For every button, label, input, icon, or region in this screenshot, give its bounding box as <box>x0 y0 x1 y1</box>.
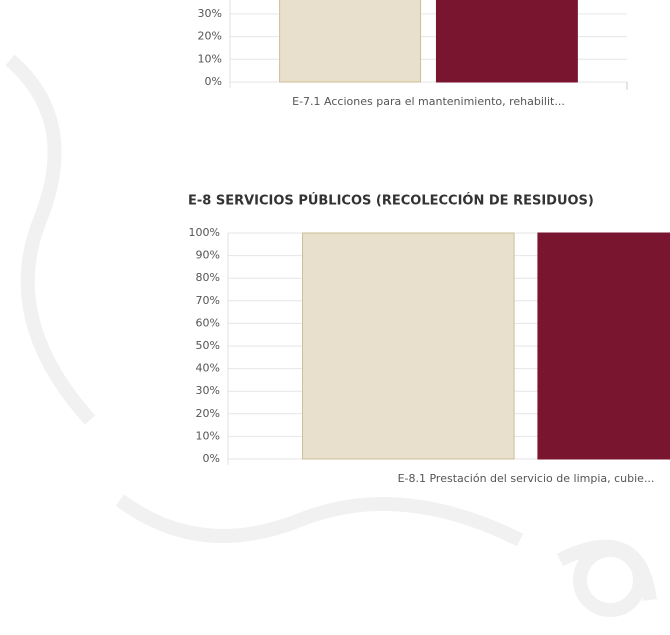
y-tick-label: 80% <box>196 271 220 284</box>
bar <box>303 233 515 459</box>
y-tick-label: 70% <box>196 294 220 307</box>
y-tick-label: 60% <box>196 316 220 329</box>
y-tick-label: 20% <box>196 407 220 420</box>
y-tick-label: 10% <box>196 429 220 442</box>
y-tick-label: 90% <box>196 249 220 262</box>
bar <box>436 0 577 82</box>
bar <box>280 0 421 82</box>
y-tick-label: 100% <box>189 226 220 239</box>
y-tick-label: 50% <box>196 339 220 352</box>
bar <box>538 233 670 459</box>
y-tick-label: 0% <box>203 452 220 465</box>
y-tick-label: 30% <box>198 7 222 20</box>
y-tick-label: 10% <box>198 52 222 65</box>
y-tick-label: 20% <box>198 30 222 43</box>
x-tick-label: E-7.1 Acciones para el mantenimiento, re… <box>292 95 565 108</box>
y-tick-label: 30% <box>196 384 220 397</box>
page: {"chart_data": [ {"type": "bar", "catego… <box>0 0 670 635</box>
y-tick-label: 40% <box>196 362 220 375</box>
y-tick-label: 0% <box>205 75 222 88</box>
chart-title: E-8 SERVICIOS PÚBLICOS (RECOLECCIÓN DE R… <box>188 193 594 209</box>
screen: E-8 SERVICIOS PÚBLICOS (RECOLECCIÓN DE R… <box>0 0 670 635</box>
x-tick-label: E-8.1 Prestación del servicio de limpia,… <box>398 472 655 485</box>
